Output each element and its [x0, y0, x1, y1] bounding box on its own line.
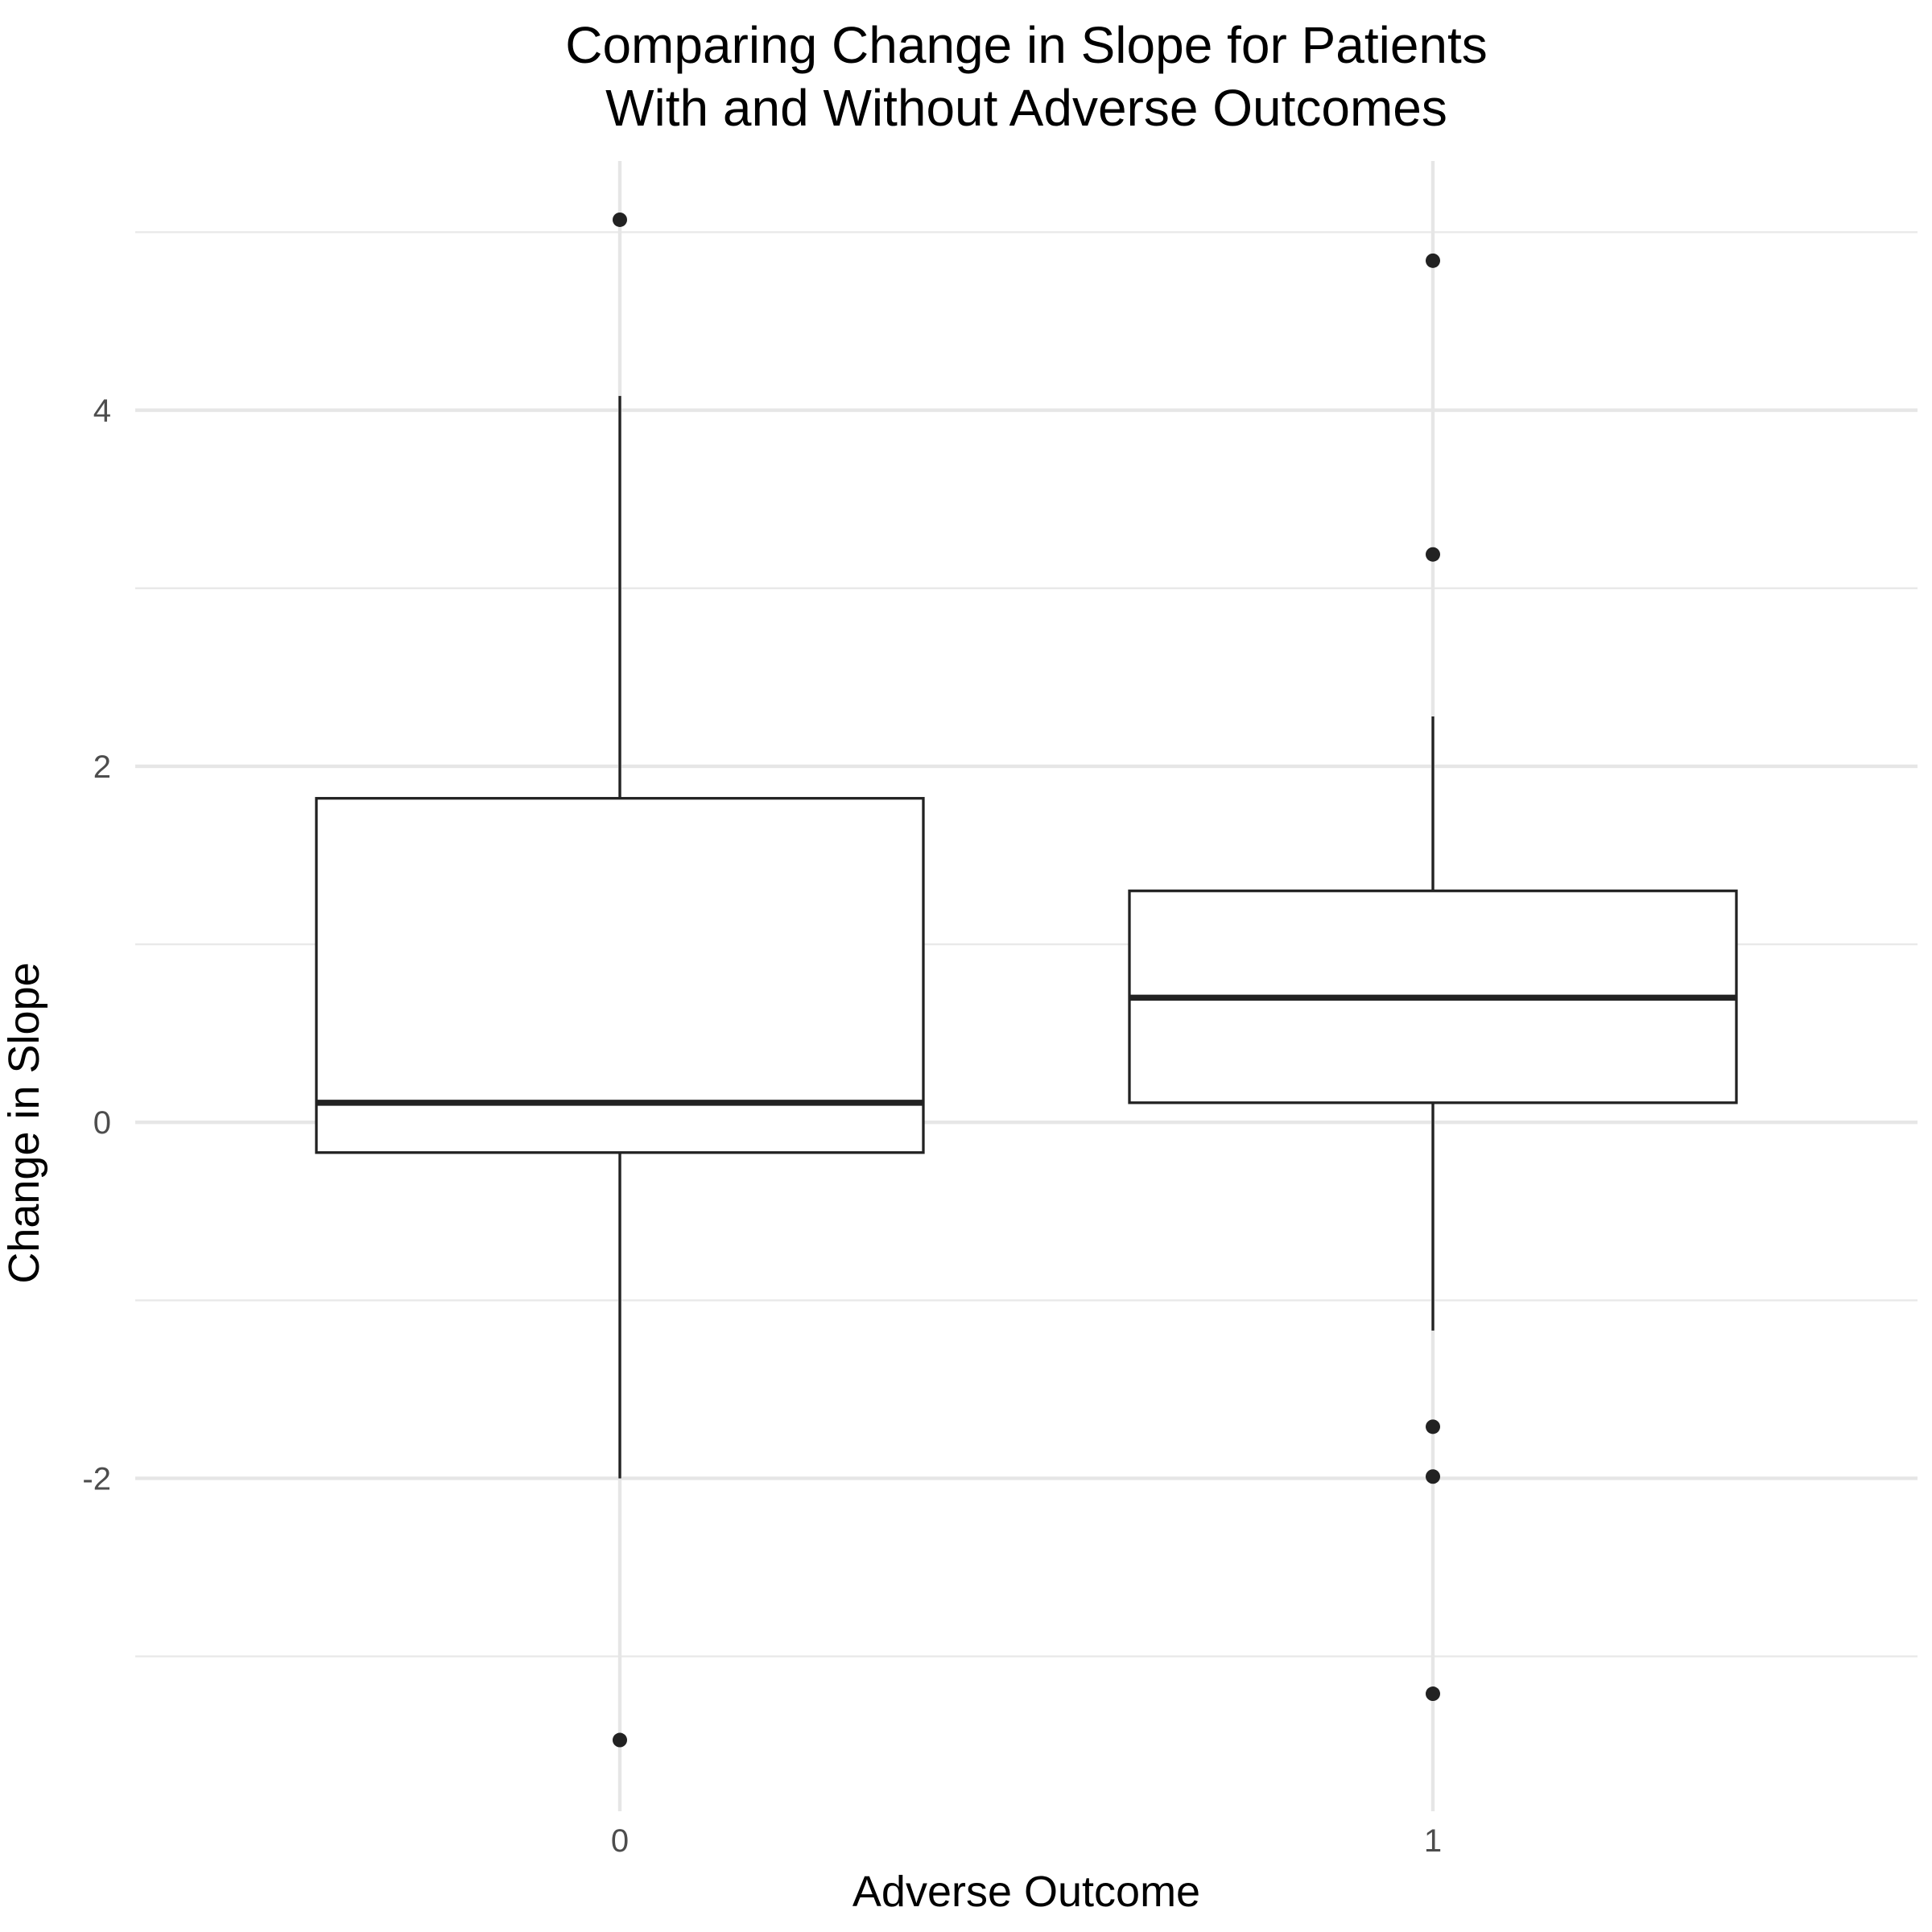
outlier-point [1426, 253, 1440, 268]
chart-title-line-2: With and Without Adverse Outcomes [605, 79, 1447, 137]
y-tick-label: -2 [82, 1461, 111, 1496]
boxplot-series [315, 212, 1738, 1748]
x-tick-label: 1 [1424, 1823, 1442, 1859]
outlier-point [1426, 1469, 1440, 1484]
y-tick-label: 0 [93, 1105, 111, 1141]
y-axis-title: Change in Slope [0, 962, 48, 1283]
y-tick-label: 2 [93, 749, 111, 785]
outlier-point [1426, 1419, 1440, 1435]
outlier-point [1426, 547, 1440, 562]
outlier-point [1426, 1686, 1440, 1702]
chart-title-line-1: Comparing Change in Slope for Patients [565, 16, 1488, 74]
x-axis-title: Adverse Outcome [852, 1868, 1200, 1916]
box-group-1 [1128, 253, 1738, 1702]
outlier-point [613, 212, 627, 227]
x-tick-label: 0 [611, 1823, 629, 1859]
iqr-box [315, 797, 925, 1154]
outlier-point [613, 1732, 627, 1748]
box-group-0 [315, 212, 925, 1748]
y-axis-tick-labels: -2 0 2 4 [82, 394, 111, 1497]
y-tick-label: 4 [93, 394, 111, 429]
